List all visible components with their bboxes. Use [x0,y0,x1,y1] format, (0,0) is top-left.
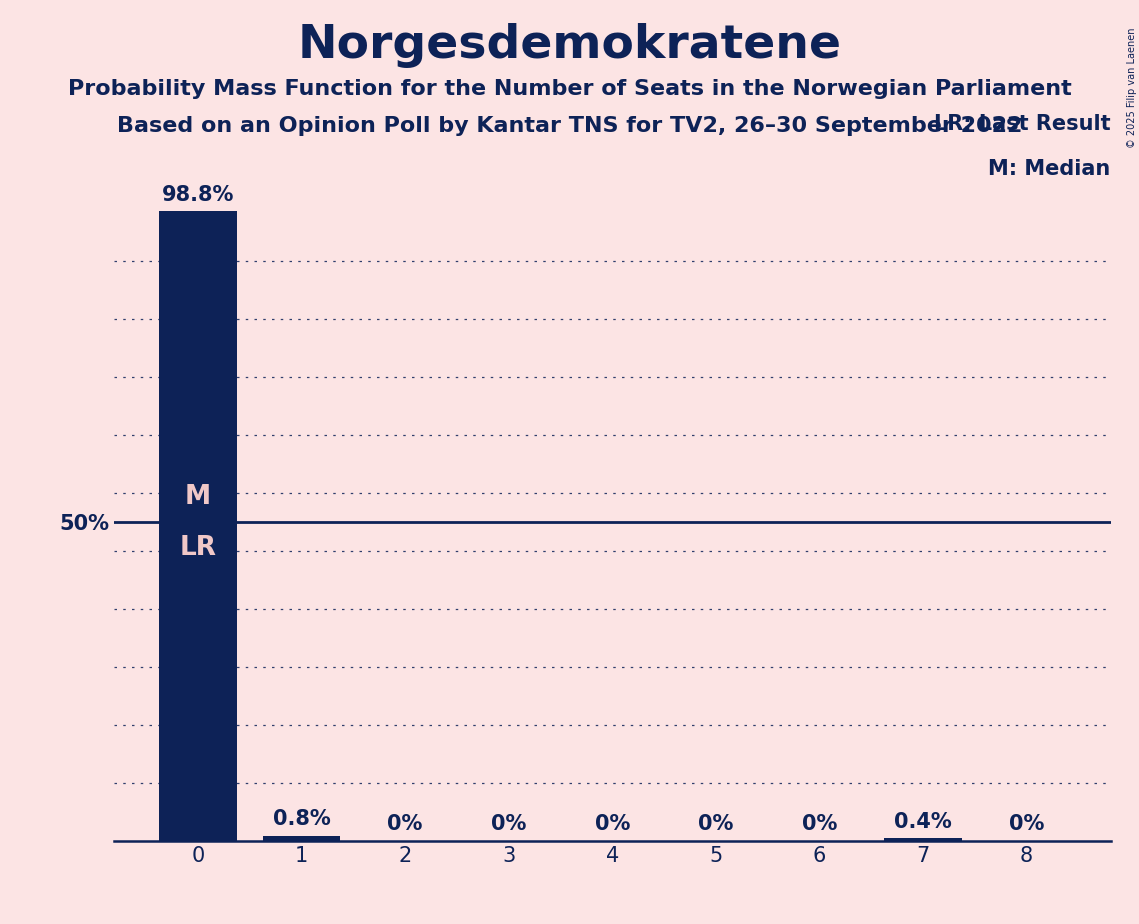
Text: 0.8%: 0.8% [272,809,330,830]
Text: © 2025 Filip van Laenen: © 2025 Filip van Laenen [1126,28,1137,148]
Text: Norgesdemokratene: Norgesdemokratene [297,23,842,68]
Bar [159,211,237,841]
Text: 0%: 0% [698,814,734,834]
Bar [263,835,341,841]
Text: 0.4%: 0.4% [894,812,952,832]
Text: 0%: 0% [1009,814,1044,834]
Text: Based on an Opinion Poll by Kantar TNS for TV2, 26–30 September 2022: Based on an Opinion Poll by Kantar TNS f… [117,116,1022,136]
Text: M: Median: M: Median [989,159,1111,178]
Text: 0%: 0% [802,814,837,834]
Text: M: M [185,483,211,509]
Text: 98.8%: 98.8% [162,185,235,204]
Text: 0%: 0% [595,814,630,834]
Text: 0%: 0% [387,814,423,834]
Text: LR: LR [180,535,216,561]
Text: LR: Last Result: LR: Last Result [934,114,1111,134]
Text: 0%: 0% [491,814,526,834]
Bar [884,838,961,841]
Text: Probability Mass Function for the Number of Seats in the Norwegian Parliament: Probability Mass Function for the Number… [67,79,1072,99]
